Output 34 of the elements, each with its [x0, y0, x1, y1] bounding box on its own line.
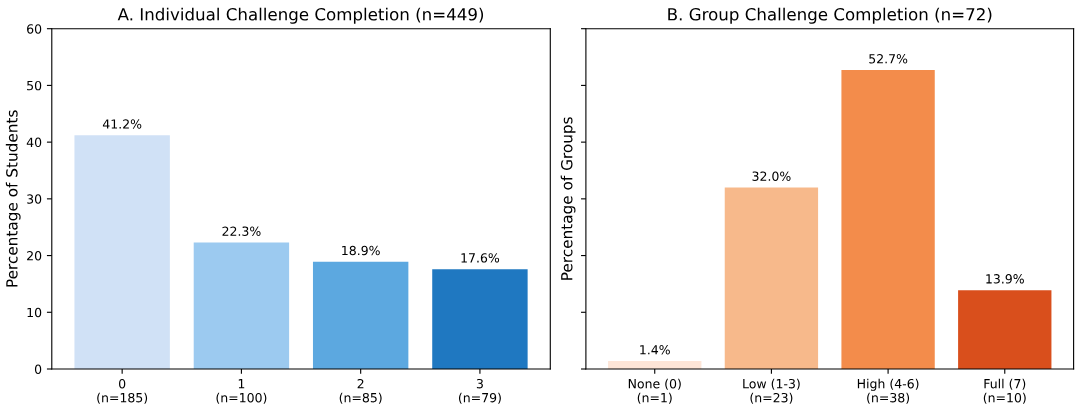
data-label: 32.0%: [752, 171, 791, 181]
bar: [432, 269, 528, 369]
data-label: 18.9%: [342, 245, 380, 256]
x-tick-label: None (0) (n=1): [628, 378, 681, 404]
data-label: 52.7%: [869, 54, 908, 64]
data-label: 1.4%: [640, 345, 670, 355]
bar: [193, 242, 290, 369]
y-tick-label: 10: [27, 307, 42, 318]
y-tick-label: 40: [26, 137, 42, 148]
y-tick-label: 30: [27, 194, 42, 204]
bar: [724, 187, 819, 369]
y-tick-label: 20: [27, 251, 42, 261]
bar: [312, 261, 409, 369]
y-tick-label: 0: [34, 364, 42, 374]
x-tick-label: High (4-6) (n=38): [857, 378, 919, 404]
chart-title: B. Group Challenge Completion (n=72): [668, 7, 992, 24]
y-axis-title: Percentage of Groups: [560, 117, 576, 280]
y-tick-label: 60: [27, 24, 42, 34]
data-label: 41.2%: [102, 119, 142, 129]
x-tick-label: Full (7) (n=10): [983, 378, 1026, 404]
y-axis-title: Percentage of Students: [5, 110, 21, 287]
chart-title: A. Individual Challenge Completion (n=449): [117, 7, 484, 24]
x-tick-label: 1 (n=100): [216, 379, 267, 404]
bar: [841, 70, 935, 369]
y-tick-label: 50: [27, 80, 42, 91]
data-label: 22.3%: [222, 226, 261, 236]
x-tick-label: 2 (n=85): [339, 378, 382, 404]
bar: [74, 135, 170, 369]
x-tick-label: 3 (n=79): [458, 378, 501, 404]
data-label: 17.6%: [461, 253, 500, 263]
x-tick-label: Low (1-3) (n=23): [743, 378, 800, 404]
data-label: 13.9%: [986, 274, 1024, 284]
x-tick-label: 0 (n=185): [97, 378, 148, 404]
bar: [958, 290, 1052, 369]
